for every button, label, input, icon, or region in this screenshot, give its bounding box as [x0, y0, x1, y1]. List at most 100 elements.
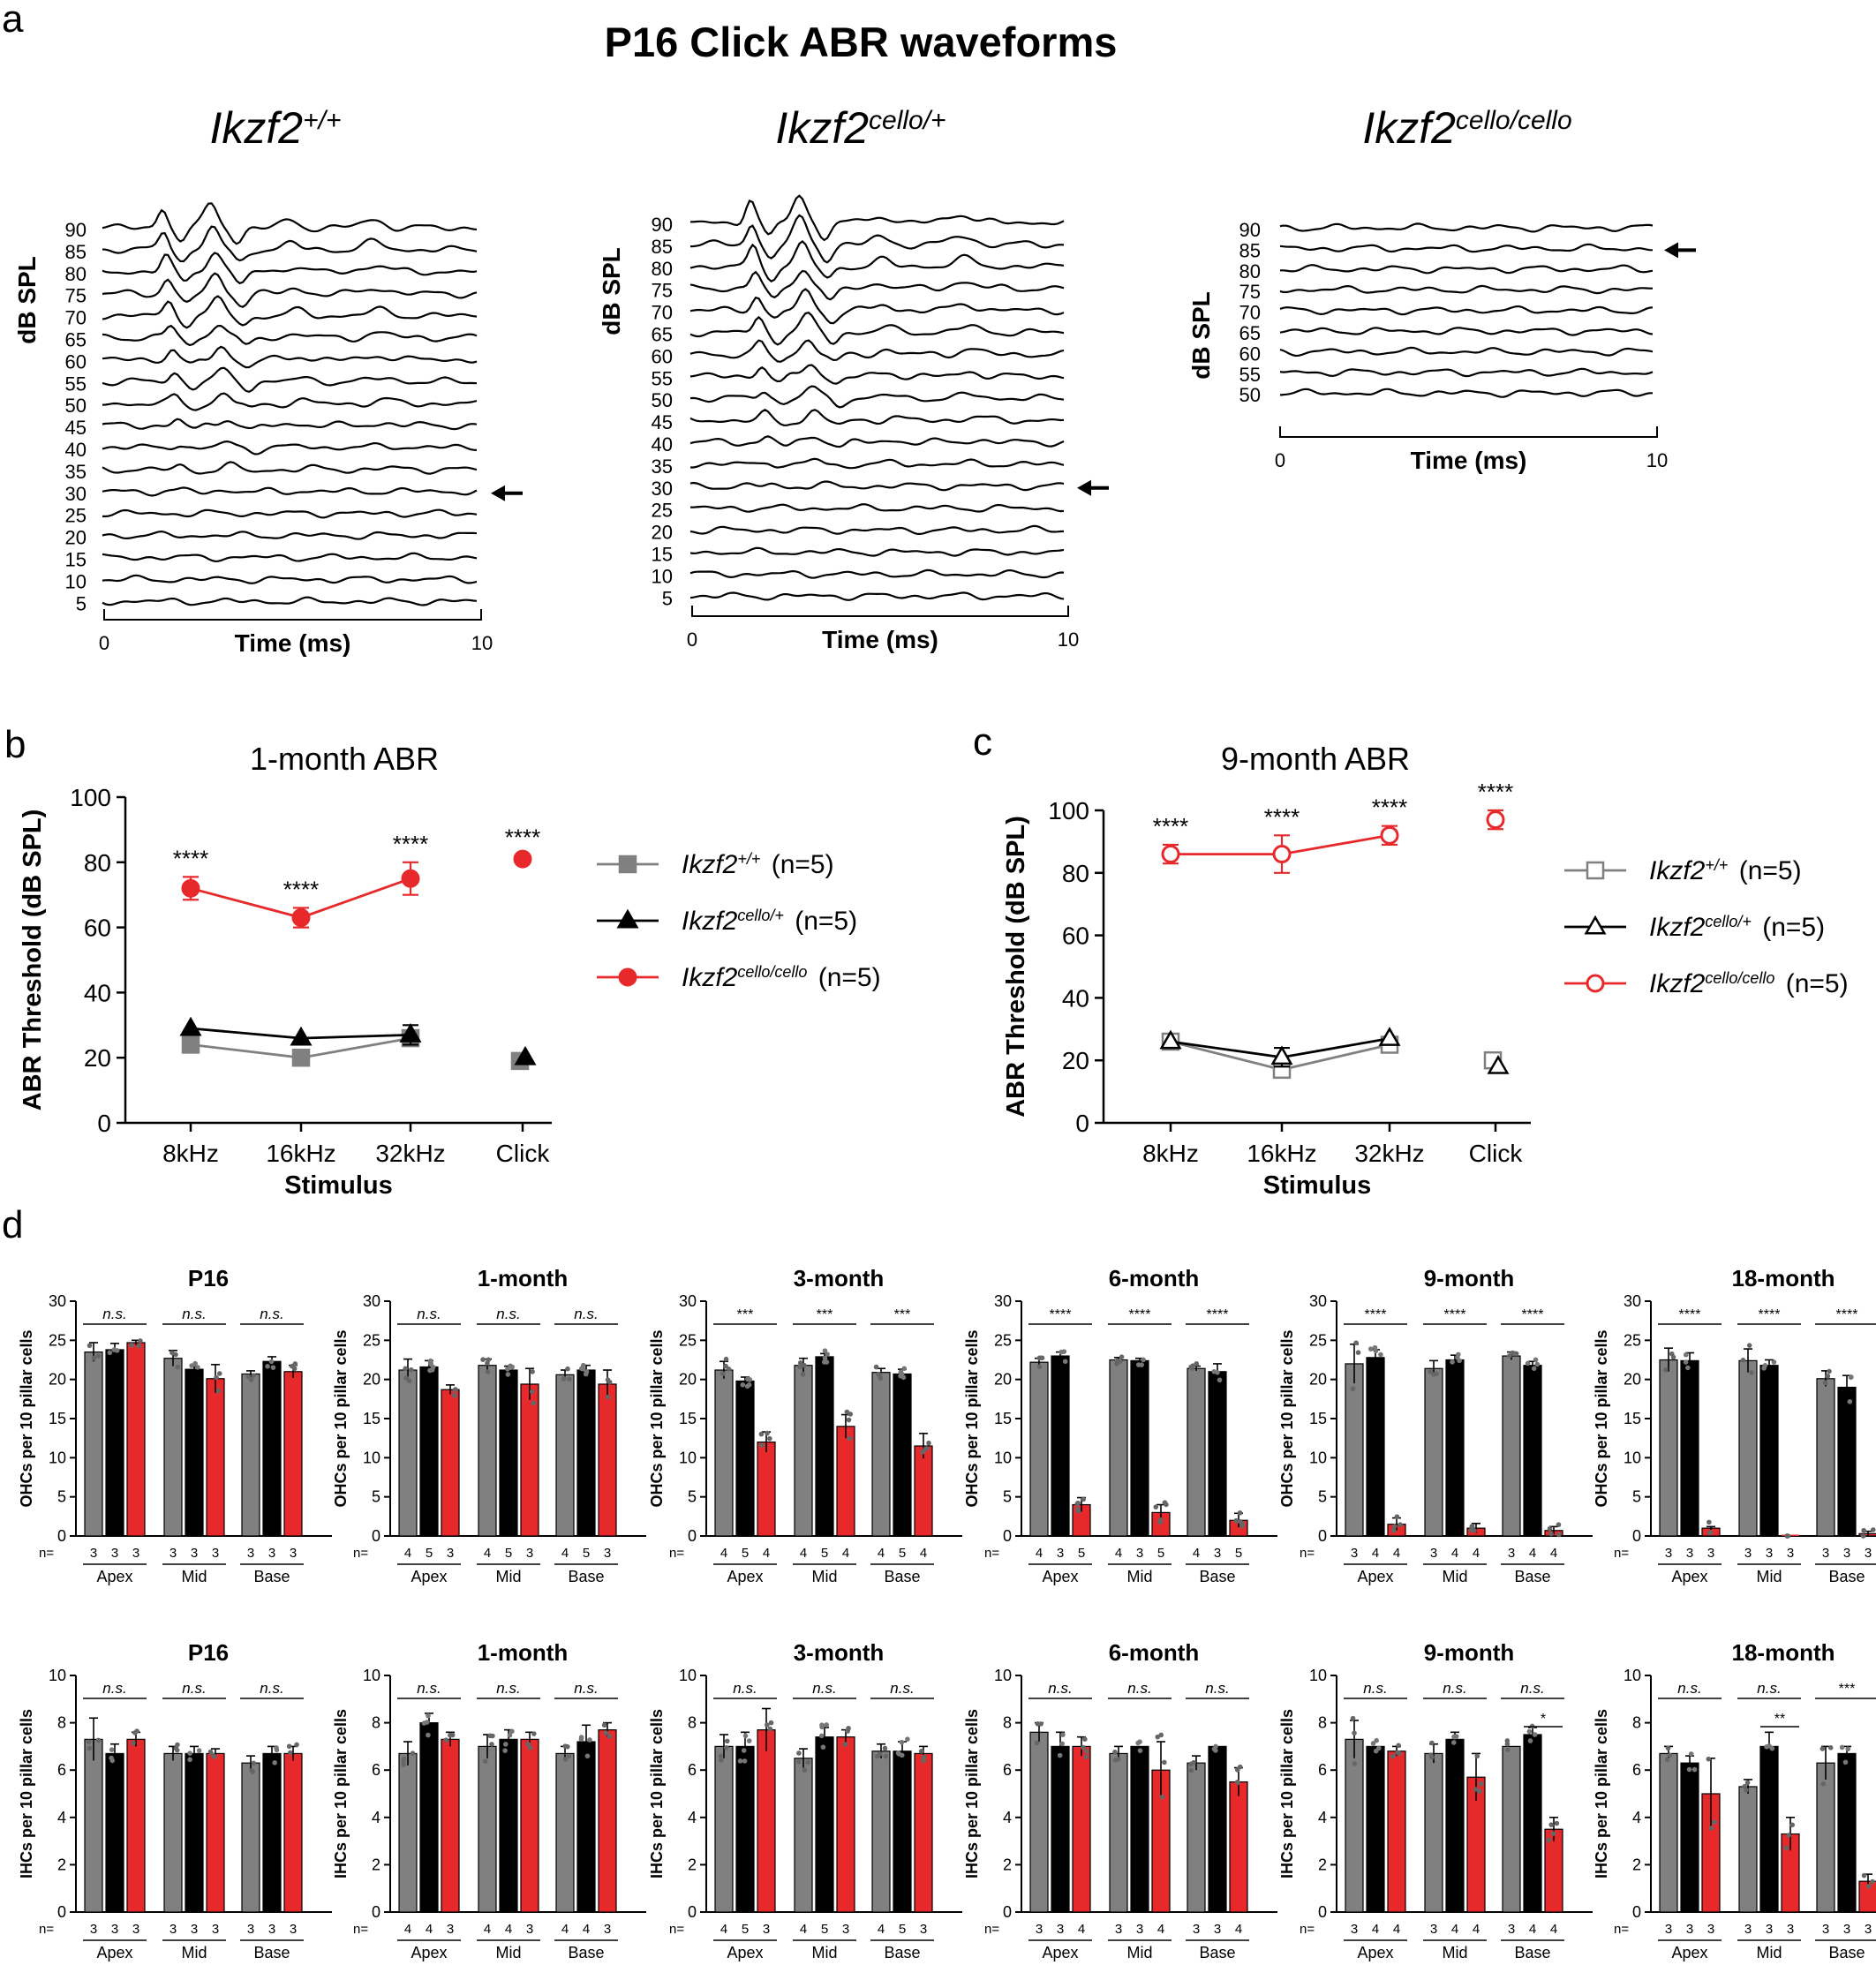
circle-marker [1272, 845, 1292, 864]
level-label: 10 [652, 565, 673, 587]
data-point [290, 1363, 295, 1369]
panel-a-letter: a [2, 0, 24, 41]
n-value: 4 [561, 1546, 569, 1561]
data-point [505, 1366, 510, 1372]
n-value: 4 [1529, 1922, 1536, 1937]
data-point [1141, 1357, 1146, 1363]
level-label: 65 [652, 324, 673, 346]
n-value: 4 [1473, 1922, 1480, 1937]
data-point [1036, 1364, 1043, 1370]
waveform-trace [1279, 222, 1654, 233]
square-marker [291, 1048, 311, 1067]
data-point [216, 1371, 222, 1376]
level-label: 90 [65, 219, 87, 241]
data-point [918, 1749, 924, 1754]
data-point [1352, 1730, 1357, 1736]
bar [893, 1750, 912, 1913]
y-axis-label: OHCs per 10 pillar cells [1278, 1329, 1296, 1507]
data-point [1083, 1754, 1089, 1760]
y-tick-label: 2 [1632, 1856, 1641, 1873]
gene-name: Ikzf2 [682, 850, 738, 879]
y-axis-label: OHCs per 10 pillar cells [963, 1329, 981, 1507]
data-point [287, 1750, 293, 1756]
data-point [1350, 1715, 1356, 1721]
data-point [1504, 1741, 1511, 1747]
data-point [251, 1760, 257, 1766]
data-point [800, 1371, 806, 1377]
x-axis-label: Time (ms) [235, 629, 351, 657]
waveform-trace [1279, 327, 1654, 336]
n-value: 3 [447, 1922, 454, 1937]
data-point [131, 1740, 136, 1746]
data-point [531, 1731, 537, 1736]
y-tick-label: 2 [1318, 1856, 1327, 1873]
n-value: 3 [1665, 1546, 1672, 1561]
n-value: 3 [1843, 1922, 1850, 1937]
n-value: 3 [604, 1546, 611, 1561]
y-tick-label: 0 [97, 1110, 111, 1137]
bar [1366, 1357, 1385, 1537]
gene-allele: cello/+ [737, 907, 784, 924]
data-point [196, 1748, 202, 1753]
bar [914, 1752, 933, 1913]
gene-name: Ikzf2 [210, 103, 304, 153]
data-point [1769, 1745, 1775, 1751]
data-point [759, 1442, 765, 1448]
data-point [111, 1347, 117, 1352]
circle-marker [401, 869, 420, 888]
significance-label: **** [1444, 1307, 1466, 1322]
x-tick-label: 32kHz [375, 1140, 445, 1167]
data-point [1233, 1517, 1239, 1524]
data-point [1548, 1531, 1554, 1537]
data-point [1235, 1780, 1240, 1786]
bar [871, 1372, 891, 1537]
significance-label: n.s. [417, 1306, 441, 1322]
bar [598, 1383, 617, 1537]
y-tick-label: 25 [1309, 1331, 1327, 1349]
group-label: Base [1828, 1944, 1865, 1961]
triangle-marker [1270, 1045, 1293, 1065]
data-point [1119, 1354, 1125, 1359]
bar-chart-d-OHC-1m: 1-month OHCs per 10 pillar cells 0 5 10 15 20 2… [332, 1265, 646, 1585]
y-axis-label: dB SPL [13, 256, 41, 344]
data-point [603, 1730, 609, 1735]
n-value: 3 [191, 1922, 198, 1937]
y-tick-label: 30 [363, 1292, 380, 1310]
data-point [1783, 1845, 1789, 1851]
chart-title: P16 [188, 1639, 229, 1666]
n-value: 3 [763, 1922, 770, 1937]
level-label: 40 [652, 433, 673, 455]
bar [419, 1721, 439, 1913]
data-point [1684, 1365, 1691, 1371]
data-point [1374, 1737, 1380, 1743]
bar [478, 1745, 497, 1913]
data-point [926, 1440, 931, 1446]
waveform-trace [689, 214, 1065, 264]
legend-1-month-abr: Ikzf2+/+ (n=5)Ikzf2cello/+ (n=5)Ikzf2cel… [597, 850, 881, 992]
y-tick-label: 4 [57, 1809, 66, 1826]
data-point [795, 1759, 802, 1765]
data-point [1429, 1740, 1435, 1746]
significance-label: **** [1679, 1307, 1701, 1322]
bar [126, 1738, 146, 1913]
triangle-marker [179, 1016, 202, 1036]
threshold-arrow-icon [491, 485, 505, 501]
data-point [1667, 1752, 1673, 1758]
group-label: Mid [495, 1944, 521, 1961]
n-value: 3 [268, 1922, 275, 1937]
level-label: 75 [1239, 281, 1261, 303]
waveform-trace [102, 552, 478, 562]
significance-label: n.s. [890, 1680, 914, 1697]
y-tick-label: 2 [372, 1856, 380, 1873]
data-point [1531, 1366, 1537, 1372]
bar [241, 1762, 260, 1913]
n-value: 3 [290, 1546, 297, 1561]
data-point [819, 1722, 825, 1728]
data-point [1664, 1757, 1670, 1763]
level-label: 20 [65, 527, 87, 549]
data-point [1370, 1741, 1376, 1746]
n-value: 4 [404, 1922, 411, 1937]
time-axis [691, 606, 1069, 617]
data-point [1849, 1374, 1854, 1380]
